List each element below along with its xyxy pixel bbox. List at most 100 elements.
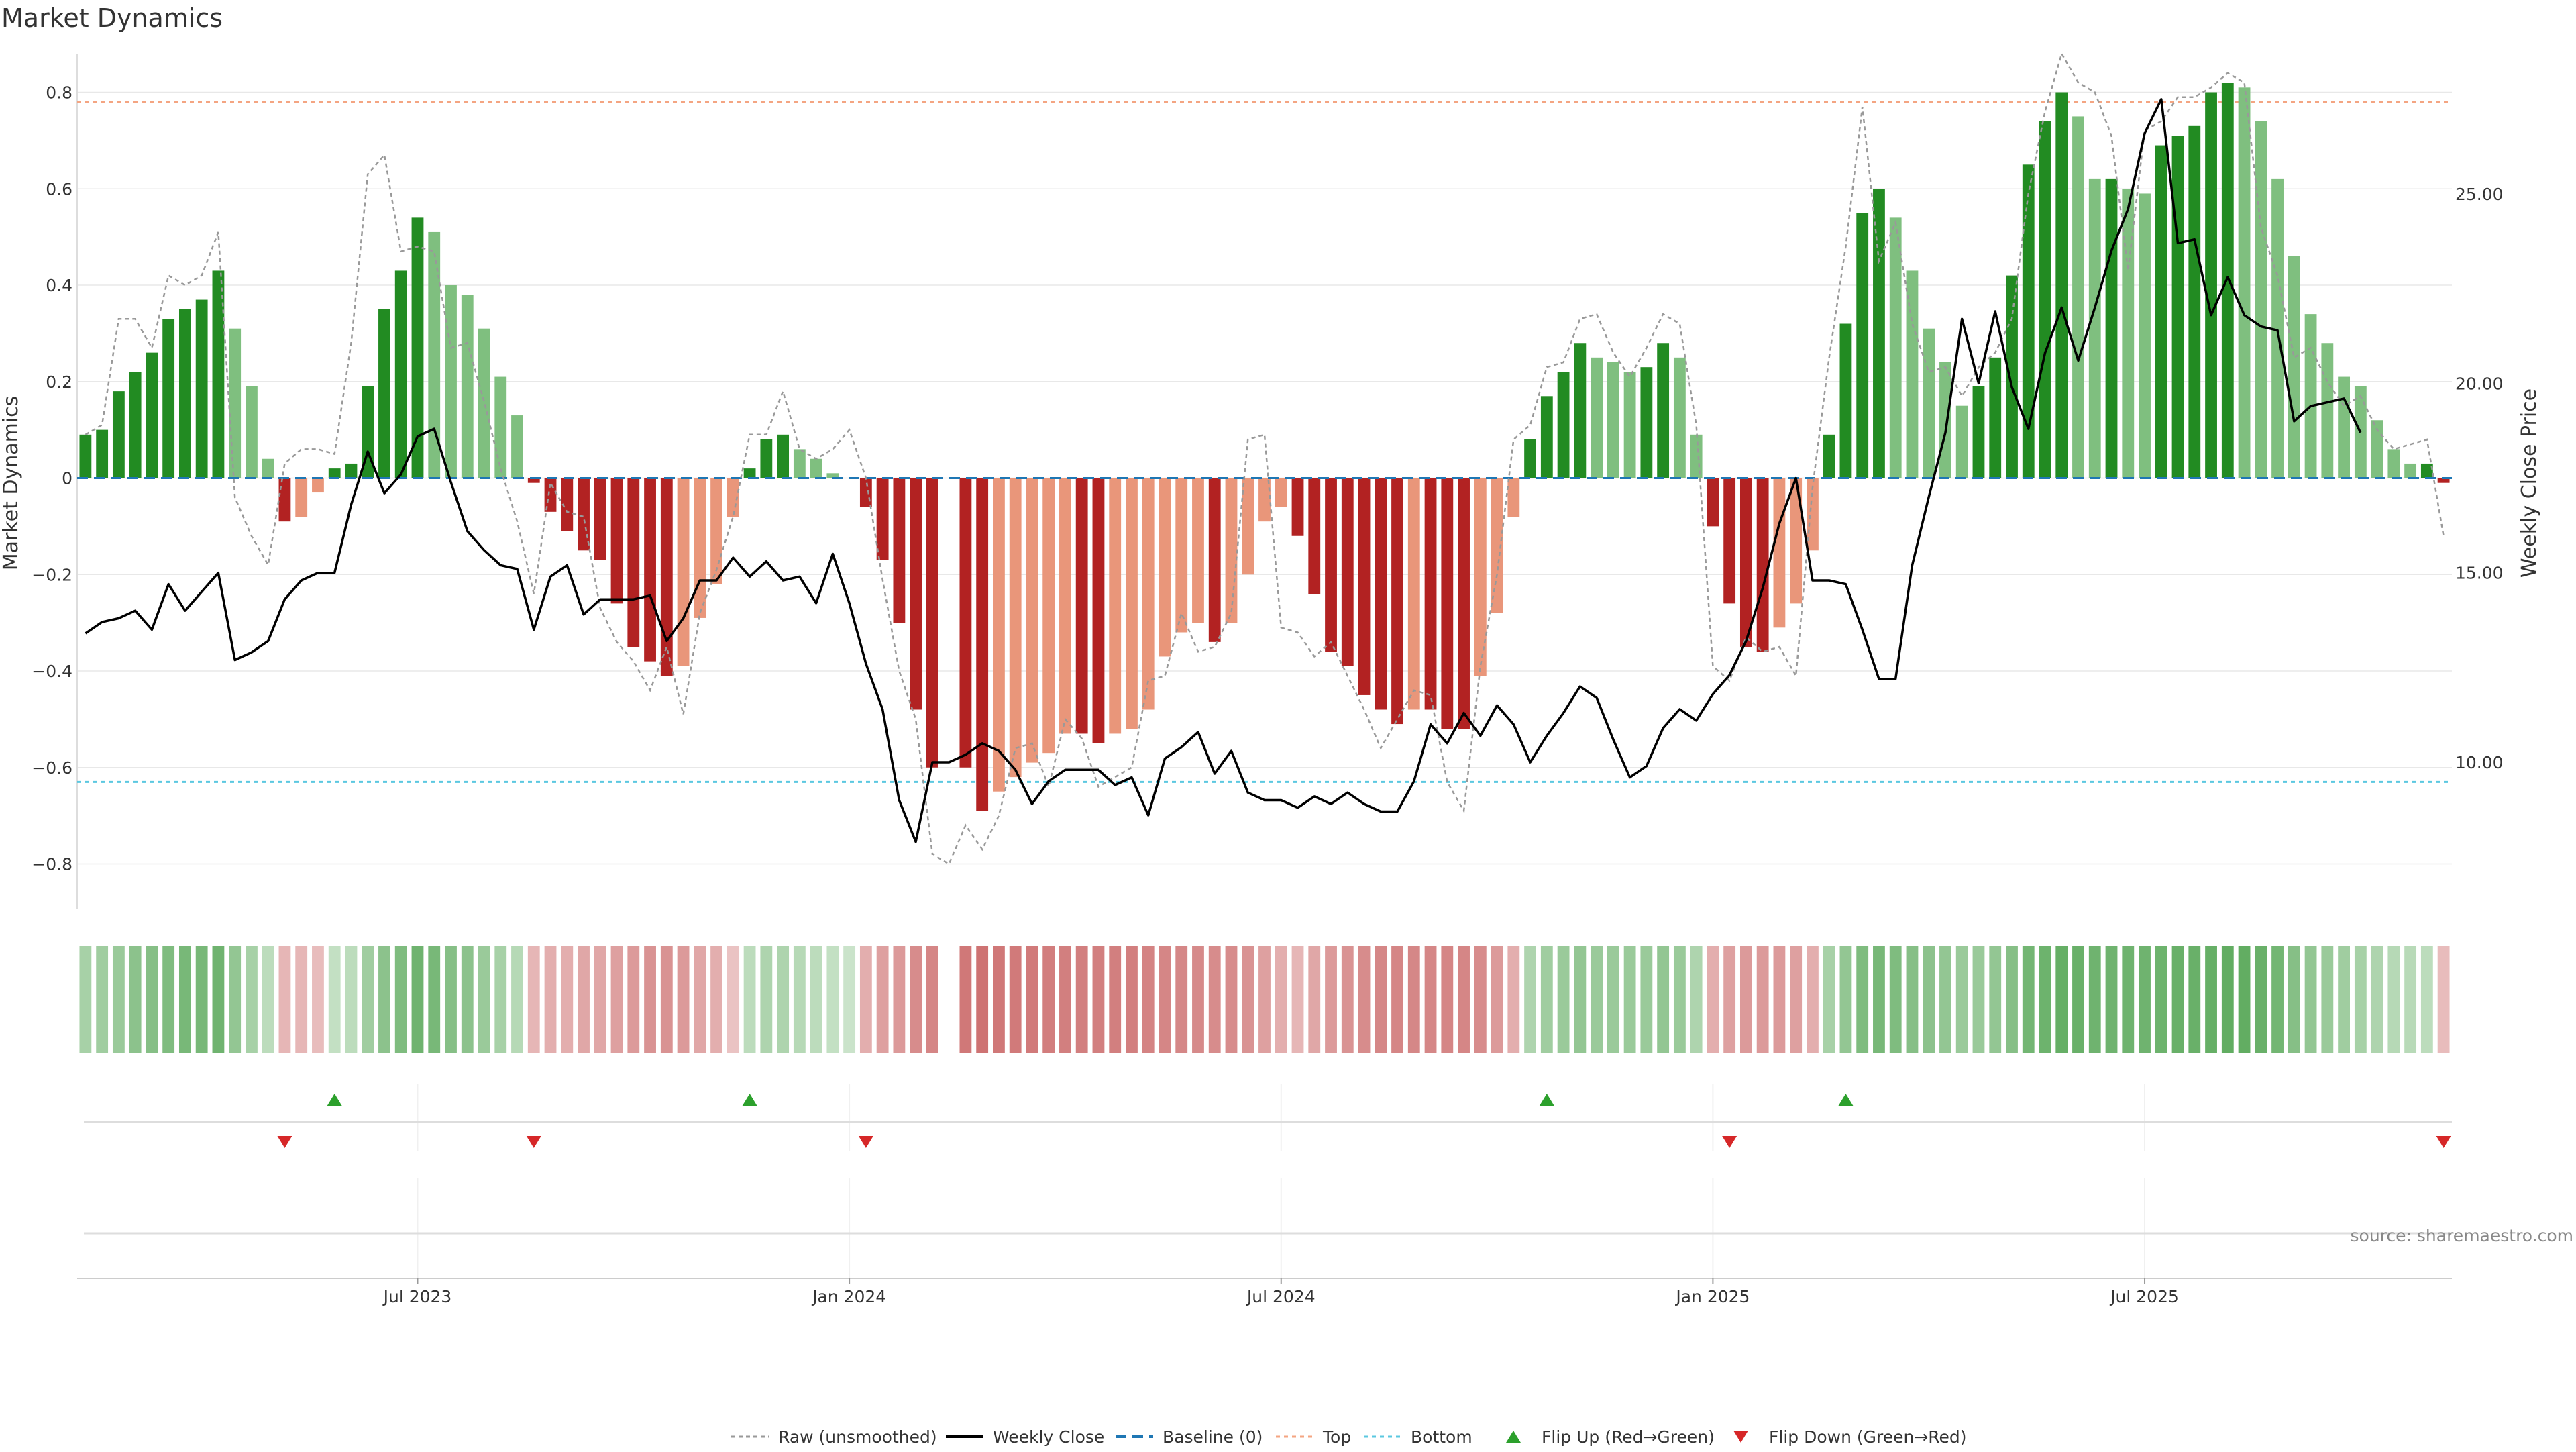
regime-cell (793, 946, 806, 1053)
dynamics-bar (1391, 478, 1403, 725)
regime-cell (2288, 946, 2300, 1053)
legend-label-top: Top (1322, 1427, 1351, 1447)
dynamics-bar (2072, 116, 2084, 478)
dynamics-bar (1972, 386, 1985, 478)
regime-cell (1325, 946, 1337, 1053)
regime-cell (1341, 946, 1354, 1053)
dynamics-bar (2371, 420, 2383, 478)
regime-cell (2072, 946, 2084, 1053)
dynamics-bar (129, 372, 142, 478)
dynamics-bar (1175, 478, 1188, 633)
x-tick-label: Jan 2024 (811, 1287, 886, 1306)
dynamics-bar (378, 309, 390, 478)
regime-cell (1441, 946, 1454, 1053)
legend-label-flip-up: Flip Up (Red→Green) (1542, 1427, 1715, 1447)
regime-cell (1773, 946, 1786, 1053)
dynamics-bar (461, 295, 474, 478)
dynamics-bar (760, 439, 773, 478)
y-tick-label: −0.6 (32, 758, 72, 778)
dynamics-bar (1491, 478, 1503, 613)
regime-cell (1807, 946, 1819, 1053)
y-axis-label: Market Dynamics (0, 396, 23, 571)
dynamics-bar (2255, 121, 2267, 478)
dynamics-bar (1507, 478, 1520, 517)
x-axis-ticks: Jul 2023 Jan 2024 Jul 2024 Jan 2025 Jul 2025 (382, 1278, 2179, 1306)
dynamics-bar (1291, 478, 1304, 536)
flip-markers-panel (84, 1084, 2452, 1151)
regime-cell (876, 946, 889, 1053)
dynamics-bar (96, 429, 109, 478)
dynamics-bar (1955, 405, 1968, 478)
regime-cell (1823, 946, 1835, 1053)
regime-cell (378, 946, 390, 1053)
regime-cell (1972, 946, 1985, 1053)
regime-cell (478, 946, 490, 1053)
dynamics-bar (1807, 478, 1819, 551)
regime-cell (610, 946, 623, 1053)
dynamics-bar (1773, 478, 1786, 628)
regime-cell (893, 946, 906, 1053)
regime-cell (428, 946, 441, 1053)
dynamics-bar (1258, 478, 1271, 522)
dynamics-bar (246, 386, 258, 478)
dynamics-bar (2205, 92, 2217, 478)
regime-cell (1109, 946, 1122, 1053)
dynamics-bar (594, 478, 606, 560)
y-tick-label: −0.4 (32, 662, 72, 681)
dynamics-bar (1474, 478, 1487, 676)
regime-cell (2387, 946, 2400, 1053)
dynamics-bar (2006, 275, 2018, 478)
dynamics-bar (1723, 478, 1736, 604)
regime-cell (2205, 946, 2217, 1053)
dynamics-bar (1906, 270, 1919, 478)
dynamics-bar (478, 328, 490, 478)
dynamics-bar (2387, 449, 2400, 478)
dynamics-bar (561, 478, 574, 531)
regime-cell (1142, 946, 1155, 1053)
regime-cell (1607, 946, 1619, 1053)
regime-cell (1242, 946, 1254, 1053)
dynamics-bar (1889, 217, 1902, 478)
dynamics-bar (411, 217, 424, 478)
regime-cell (2006, 946, 2018, 1053)
dynamics-bar (2238, 87, 2251, 478)
raw-unsmoothed-line (85, 51, 2445, 866)
regime-cell (677, 946, 690, 1053)
bottom-panel (77, 1178, 2452, 1279)
regime-cell (1673, 946, 1686, 1053)
dynamics-bar (876, 478, 889, 560)
regime-cell (1889, 946, 1902, 1053)
regime-cell (544, 946, 557, 1053)
dynamics-bar (1242, 478, 1254, 575)
regime-cell (1092, 946, 1105, 1053)
regime-cell (345, 946, 358, 1053)
regime-cell (212, 946, 225, 1053)
regime-cell (96, 946, 109, 1053)
dynamics-bar (2437, 478, 2450, 483)
dynamics-bar (1109, 478, 1122, 734)
y2-axis-label: Weekly Close Price (2518, 388, 2541, 578)
regime-cell (1989, 946, 2002, 1053)
regime-cell (2055, 946, 2068, 1053)
dynamics-bar (445, 285, 457, 478)
regime-cell (178, 946, 191, 1053)
regime-cell (1873, 946, 1885, 1053)
dynamics-bar (1756, 478, 1769, 652)
dynamics-bar (1225, 478, 1238, 623)
reference-levels (77, 101, 2452, 783)
regime-cell (411, 946, 424, 1053)
dynamics-bar (2088, 178, 2101, 478)
y-tick-label: −0.2 (32, 565, 72, 584)
regime-cell (2122, 946, 2135, 1053)
dynamics-bar (394, 270, 407, 478)
regime-cell (1458, 946, 1470, 1053)
regime-cell (1657, 946, 1670, 1053)
regime-cell (1225, 946, 1238, 1053)
y-tick-label: 0.2 (46, 372, 72, 392)
regime-cell (1723, 946, 1736, 1053)
flip-down-marker (1722, 1136, 1737, 1148)
legend-label-close: Weekly Close (993, 1427, 1104, 1447)
dynamics-bar (1192, 478, 1204, 623)
regime-cell (694, 946, 706, 1053)
dynamics-bar (1142, 478, 1155, 710)
